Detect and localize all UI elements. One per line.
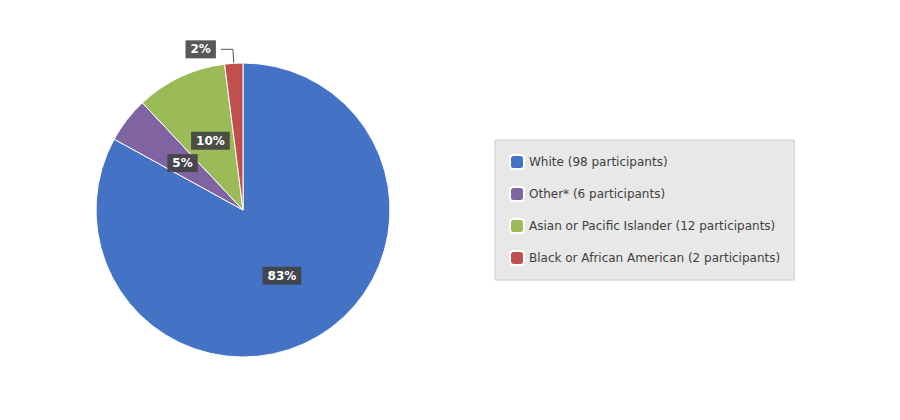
svg-text:83%: 83% bbox=[268, 269, 297, 283]
svg-text:Black or African American (2 p: Black or African American (2 participant… bbox=[529, 251, 780, 265]
svg-text:White (98 participants): White (98 participants) bbox=[529, 155, 668, 169]
svg-text:5%: 5% bbox=[172, 156, 192, 170]
svg-text:10%: 10% bbox=[196, 134, 225, 148]
svg-text:Other* (6 participants): Other* (6 participants) bbox=[529, 187, 665, 201]
svg-text:Asian or Pacific Islander (12: Asian or Pacific Islander (12 participan… bbox=[529, 219, 775, 233]
svg-text:2%: 2% bbox=[191, 42, 211, 56]
